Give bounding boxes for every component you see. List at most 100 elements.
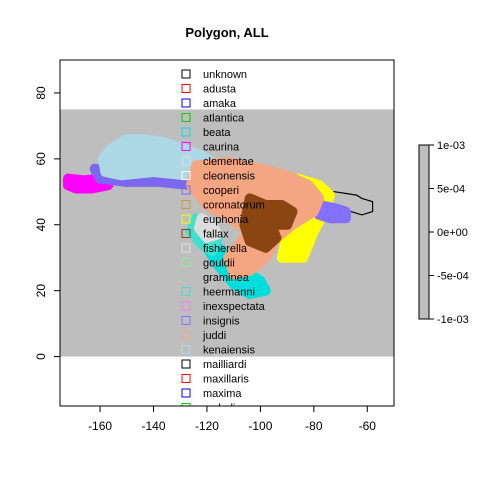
legend-item: cooperi — [181, 185, 239, 197]
legend-item: euphonia — [181, 214, 249, 226]
legend-swatch — [181, 98, 191, 108]
legend-item: unknown — [181, 69, 247, 81]
legend-item: melodia — [181, 403, 242, 415]
legend-item: gouldii — [181, 258, 235, 270]
legend-item: maxima — [181, 388, 242, 400]
legend-label: unknown — [203, 69, 247, 81]
legend-swatch — [181, 214, 191, 224]
legend-swatch — [181, 359, 191, 369]
legend-swatch — [181, 272, 191, 282]
legend-label: gouldii — [203, 258, 235, 270]
legend-swatch — [181, 345, 191, 354]
legend-label: melodia — [203, 403, 242, 415]
legend-swatch — [181, 171, 191, 180]
legend-label: fisherella — [203, 243, 248, 255]
colorbar-tick-label: 1e-03 — [437, 140, 465, 152]
legend-swatch — [181, 403, 191, 406]
legend-label: atlantica — [203, 113, 245, 125]
legend-swatch — [181, 287, 191, 296]
colorbar-tick-label: -5e-04 — [437, 271, 469, 283]
legend-swatch — [181, 142, 191, 151]
legend-item: fisherella — [181, 243, 248, 255]
range-caurina — [63, 170, 114, 194]
legend-item: maxillaris — [181, 374, 249, 386]
legend-item: mailliardi — [181, 359, 246, 371]
y-tick-label: 40 — [34, 218, 48, 232]
colorbar-tick-label: 0e+00 — [437, 227, 468, 239]
x-tick-label: -80 — [305, 419, 323, 433]
legend: unknown adusta amaka atlantica beata caurina c… — [181, 69, 266, 415]
legend-label: mailliardi — [203, 359, 246, 371]
x-tick-label: -120 — [195, 419, 219, 433]
range-fallax — [239, 193, 298, 253]
legend-label: fallax — [203, 229, 229, 241]
chart-title: Polygon, ALL — [185, 25, 268, 40]
legend-item: graminea — [181, 272, 250, 284]
legend-label: graminea — [203, 272, 250, 284]
y-tick-label: 20 — [34, 284, 48, 298]
legend-item: coronatorum — [181, 200, 265, 212]
legend-swatch — [181, 185, 191, 195]
legend-item: beata — [181, 127, 231, 139]
legend-label: maxillaris — [203, 374, 249, 386]
legend-label: maxima — [203, 388, 242, 400]
legend-label: kenaiensis — [203, 345, 255, 357]
y-tick-label: 80 — [34, 86, 48, 100]
legend-swatch — [181, 243, 191, 253]
colorbar-tick-label: -1e-03 — [437, 314, 469, 326]
legend-label: adusta — [203, 84, 237, 96]
legend-item: fallax — [181, 229, 229, 241]
legend-item: insignis — [181, 316, 240, 328]
legend-swatch — [181, 84, 191, 93]
legend-item: cleonensis — [181, 171, 255, 183]
legend-label: clementae — [203, 156, 254, 168]
legend-item: juddi — [181, 330, 226, 342]
legend-swatch — [181, 374, 191, 383]
x-tick-label: -100 — [248, 419, 272, 433]
legend-swatch — [181, 113, 191, 122]
legend-swatch — [181, 388, 191, 398]
legend-swatch — [181, 330, 191, 340]
legend-item: kenaiensis — [181, 345, 255, 357]
legend-item: inexspectata — [181, 301, 266, 313]
colorbar: 1e-03 5e-04 0e+00 -5e-04 -1e-03 — [418, 140, 469, 326]
legend-label: amaka — [203, 98, 237, 110]
x-tick-label: -60 — [359, 419, 377, 433]
legend-label: coronatorum — [203, 200, 265, 212]
range-unknown — [308, 187, 374, 216]
legend-label: inexspectata — [203, 301, 266, 313]
legend-item: atlantica — [181, 113, 245, 125]
y-tick-label: 60 — [34, 152, 48, 166]
x-tick-label: -140 — [142, 419, 166, 433]
legend-label: caurina — [203, 142, 240, 154]
x-tick-label: -160 — [88, 419, 112, 433]
y-tick-label: 0 — [34, 353, 48, 360]
legend-item: clementae — [181, 156, 254, 168]
range-polygons — [63, 134, 374, 299]
range-clementae — [193, 213, 223, 243]
legend-label: cooperi — [203, 185, 239, 197]
x-axis: -160 -140 -120 -100 -80 -60 — [88, 405, 377, 433]
legend-label: heermanni — [203, 287, 255, 299]
legend-swatch — [181, 156, 191, 166]
legend-label: juddi — [202, 330, 226, 342]
legend-label: euphonia — [203, 214, 249, 226]
legend-swatch — [181, 200, 191, 209]
legend-swatch — [181, 69, 191, 79]
legend-swatch — [181, 316, 191, 325]
colorbar-swatch — [418, 144, 430, 320]
legend-item: caurina — [181, 142, 240, 154]
legend-label: cleonensis — [203, 171, 255, 183]
legend-swatch — [181, 229, 191, 238]
range-insignis — [314, 200, 351, 224]
legend-swatch — [181, 258, 191, 267]
range-kenaiensis — [97, 134, 218, 181]
legend-label: beata — [203, 127, 231, 139]
legend-item: adusta — [181, 84, 237, 96]
colorbar-tick-label: 5e-04 — [437, 184, 465, 196]
legend-swatch — [181, 127, 191, 137]
legend-swatch — [181, 301, 191, 311]
legend-item: heermanni — [181, 287, 255, 299]
y-axis: 0 20 40 60 80 — [34, 86, 61, 360]
